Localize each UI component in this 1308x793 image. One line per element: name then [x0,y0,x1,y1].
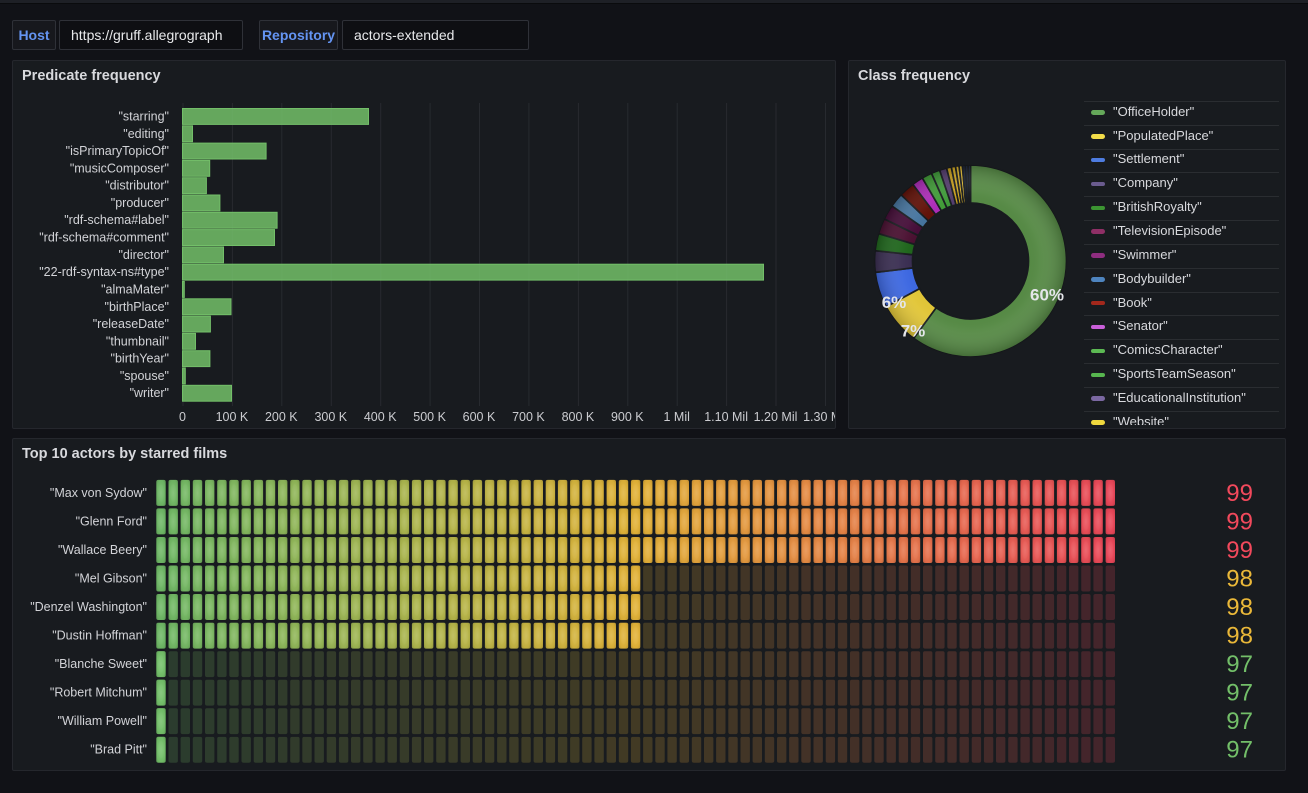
svg-text:99: 99 [1226,508,1253,535]
svg-text:800 K: 800 K [562,410,595,424]
svg-text:"releaseDate": "releaseDate" [93,317,169,331]
svg-text:1.20 Mil: 1.20 Mil [754,410,798,424]
svg-text:97: 97 [1226,708,1253,735]
svg-text:"rdf-schema#comment": "rdf-schema#comment" [39,231,169,245]
svg-text:98: 98 [1226,623,1253,650]
svg-text:"Denzel Washington": "Denzel Washington" [30,600,147,614]
svg-text:"producer": "producer" [111,196,169,210]
svg-text:"22-rdf-syntax-ns#type": "22-rdf-syntax-ns#type" [39,265,169,279]
svg-text:7%: 7% [901,322,926,341]
svg-text:60%: 60% [1030,286,1064,305]
svg-text:98: 98 [1226,566,1253,593]
svg-text:"Brad Pitt": "Brad Pitt" [90,743,147,757]
svg-text:"thumbnail": "thumbnail" [106,334,169,348]
svg-text:98: 98 [1226,594,1253,621]
svg-text:97: 97 [1226,680,1253,707]
svg-text:6%: 6% [882,293,907,312]
svg-text:700 K: 700 K [512,410,545,424]
svg-text:"Robert Mitchum": "Robert Mitchum" [50,686,147,700]
svg-text:100 K: 100 K [216,410,249,424]
svg-text:"almaMater": "almaMater" [101,282,169,296]
svg-text:500 K: 500 K [413,410,446,424]
svg-text:1.10 Mil: 1.10 Mil [704,410,748,424]
svg-text:99: 99 [1226,537,1253,564]
svg-text:"rdf-schema#label": "rdf-schema#label" [64,213,169,227]
svg-text:600 K: 600 K [463,410,496,424]
svg-text:"director": "director" [118,248,169,262]
svg-text:1.30 Mil: 1.30 Mil [803,410,836,424]
svg-text:"writer": "writer" [130,386,169,400]
svg-text:"Blanche Sweet": "Blanche Sweet" [55,657,147,671]
svg-text:"Wallace Beery": "Wallace Beery" [58,543,147,557]
svg-text:"William Powell": "William Powell" [58,714,147,728]
svg-text:0: 0 [179,410,186,424]
svg-text:200 K: 200 K [265,410,298,424]
svg-text:1 Mil: 1 Mil [663,410,689,424]
svg-text:97: 97 [1226,737,1253,764]
svg-text:"birthPlace": "birthPlace" [105,300,169,314]
svg-text:"Glenn Ford": "Glenn Ford" [76,514,147,528]
svg-text:"birthYear": "birthYear" [111,352,169,366]
svg-text:"editing": "editing" [123,127,169,141]
svg-text:"Max von Sydow": "Max von Sydow" [50,486,147,500]
svg-text:97: 97 [1226,651,1253,678]
svg-text:900 K: 900 K [611,410,644,424]
svg-text:"Mel Gibson": "Mel Gibson" [75,572,147,586]
svg-text:99: 99 [1226,480,1253,507]
svg-text:"isPrimaryTopicOf": "isPrimaryTopicOf" [66,144,169,158]
svg-text:"spouse": "spouse" [120,369,169,383]
svg-text:"starring": "starring" [118,110,169,124]
svg-text:300 K: 300 K [314,410,347,424]
svg-text:"musicComposer": "musicComposer" [70,161,169,175]
svg-text:"distributor": "distributor" [105,179,169,193]
svg-text:400 K: 400 K [364,410,397,424]
svg-text:"Dustin Hoffman": "Dustin Hoffman" [52,629,147,643]
